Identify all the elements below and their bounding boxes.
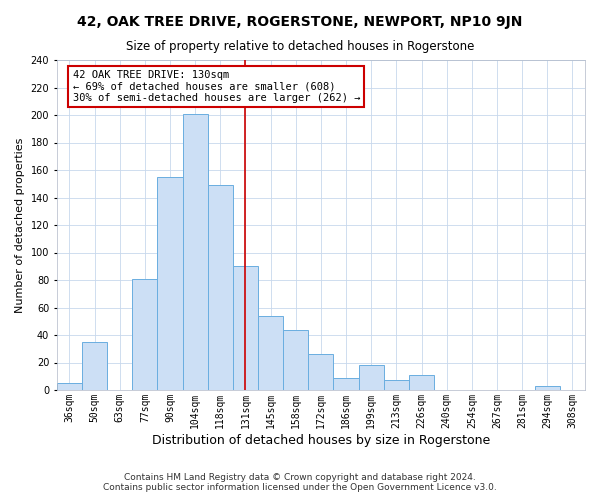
Text: Contains public sector information licensed under the Open Government Licence v3: Contains public sector information licen… (103, 484, 497, 492)
Y-axis label: Number of detached properties: Number of detached properties (15, 138, 25, 312)
Bar (359, 365, 384, 390)
Bar (233, 266, 258, 390)
Bar (384, 380, 409, 390)
Text: 42 OAK TREE DRIVE: 130sqm
← 69% of detached houses are smaller (608)
30% of semi: 42 OAK TREE DRIVE: 130sqm ← 69% of detac… (73, 70, 360, 103)
Bar (283, 330, 308, 390)
Bar (308, 354, 334, 390)
Bar (535, 386, 560, 390)
Bar (82, 342, 107, 390)
Bar (57, 383, 82, 390)
Bar (208, 185, 233, 390)
Bar (409, 375, 434, 390)
Bar (132, 278, 157, 390)
Bar (258, 316, 283, 390)
Bar (334, 378, 359, 390)
Bar (157, 177, 182, 390)
Text: Contains HM Land Registry data © Crown copyright and database right 2024.: Contains HM Land Registry data © Crown c… (124, 474, 476, 482)
X-axis label: Distribution of detached houses by size in Rogerstone: Distribution of detached houses by size … (152, 434, 490, 446)
Text: 42, OAK TREE DRIVE, ROGERSTONE, NEWPORT, NP10 9JN: 42, OAK TREE DRIVE, ROGERSTONE, NEWPORT,… (77, 15, 523, 29)
Text: Size of property relative to detached houses in Rogerstone: Size of property relative to detached ho… (126, 40, 474, 53)
Bar (182, 114, 208, 390)
